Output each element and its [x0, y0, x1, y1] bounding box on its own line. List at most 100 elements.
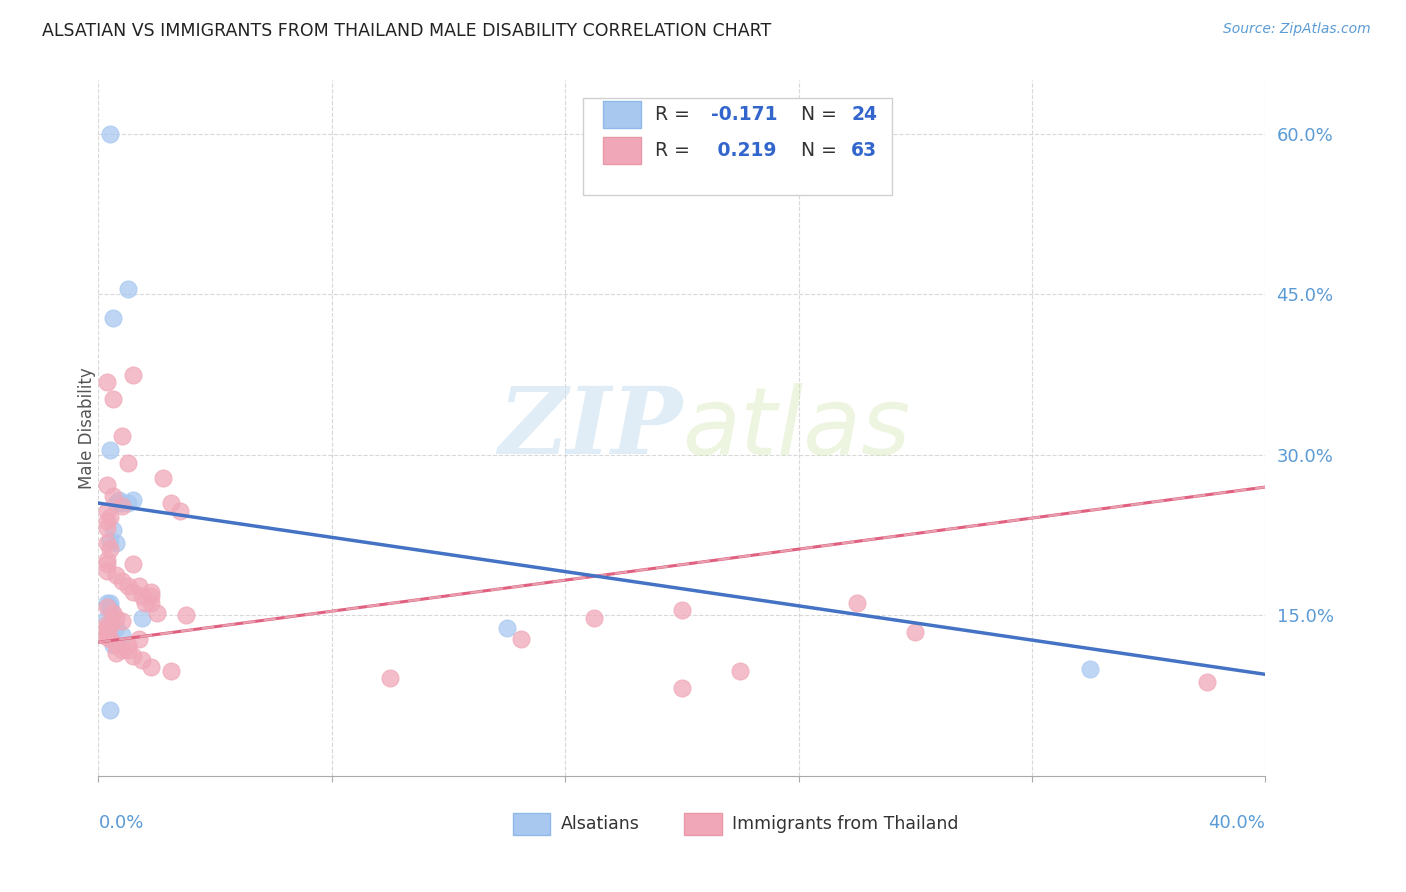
Point	[380, 671, 402, 685]
Point	[117, 639, 139, 653]
Point	[1195, 674, 1218, 689]
Text: atlas: atlas	[682, 383, 910, 474]
Point	[128, 578, 150, 592]
Point	[98, 603, 121, 617]
Text: Immigrants from Thailand: Immigrants from Thailand	[733, 815, 959, 833]
Point	[104, 621, 127, 635]
Point	[98, 533, 121, 548]
Text: R =: R =	[655, 141, 696, 160]
Text: 40.0%: 40.0%	[1209, 814, 1265, 832]
Point	[98, 127, 121, 141]
Point	[101, 607, 124, 621]
FancyBboxPatch shape	[603, 137, 641, 164]
Point	[111, 614, 134, 628]
Point	[131, 610, 153, 624]
Point	[111, 642, 134, 657]
Point	[174, 608, 197, 623]
Point	[96, 478, 118, 492]
Point	[98, 596, 121, 610]
Point	[117, 578, 139, 592]
Point	[671, 603, 693, 617]
Point	[96, 624, 118, 639]
Point	[104, 535, 127, 549]
Point	[96, 535, 118, 549]
Point	[96, 621, 118, 635]
Point	[846, 596, 869, 610]
Point	[96, 375, 118, 389]
Point	[96, 564, 118, 578]
Text: N =: N =	[789, 105, 844, 124]
FancyBboxPatch shape	[685, 813, 721, 835]
Point	[671, 681, 693, 696]
Point	[96, 630, 118, 644]
Point	[96, 557, 118, 571]
Point	[146, 607, 169, 621]
Point	[96, 596, 118, 610]
Point	[160, 664, 183, 678]
Point	[111, 496, 134, 510]
Text: 63: 63	[851, 141, 877, 160]
Point	[111, 574, 134, 589]
Text: 0.0%: 0.0%	[98, 814, 143, 832]
Point	[98, 542, 121, 557]
Text: ALSATIAN VS IMMIGRANTS FROM THAILAND MALE DISABILITY CORRELATION CHART: ALSATIAN VS IMMIGRANTS FROM THAILAND MAL…	[42, 22, 772, 40]
Point	[96, 553, 118, 567]
Point	[128, 632, 150, 646]
Text: Alsatians: Alsatians	[561, 815, 640, 833]
Point	[111, 500, 134, 514]
Point	[139, 596, 162, 610]
Point	[98, 510, 121, 524]
Point	[104, 646, 127, 660]
Point	[98, 703, 121, 717]
Text: R =: R =	[655, 105, 696, 124]
Point	[111, 628, 134, 642]
Point	[96, 610, 118, 624]
Point	[583, 610, 606, 624]
Point	[104, 639, 127, 653]
Point	[122, 368, 145, 382]
Point	[101, 310, 124, 325]
Text: Source: ZipAtlas.com: Source: ZipAtlas.com	[1223, 22, 1371, 37]
Point	[96, 514, 118, 528]
Y-axis label: Male Disability: Male Disability	[79, 368, 96, 489]
Point	[98, 442, 121, 457]
Point	[104, 496, 127, 510]
Point	[96, 628, 118, 642]
Point	[101, 639, 124, 653]
Point	[117, 496, 139, 510]
Point	[96, 599, 118, 614]
Point	[101, 489, 124, 503]
Text: -0.171: -0.171	[711, 105, 778, 124]
Point	[98, 619, 121, 633]
Point	[104, 610, 127, 624]
FancyBboxPatch shape	[582, 98, 891, 195]
Point	[122, 492, 145, 507]
Text: N =: N =	[789, 141, 844, 160]
Text: 0.219: 0.219	[711, 141, 776, 160]
Point	[134, 596, 156, 610]
Point	[108, 492, 131, 507]
Text: 24: 24	[851, 105, 877, 124]
Point	[117, 642, 139, 657]
Point	[152, 471, 174, 485]
Point	[101, 523, 124, 537]
Point	[96, 617, 118, 632]
Point	[96, 521, 118, 535]
Point	[169, 503, 191, 517]
Point	[98, 632, 121, 646]
Point	[122, 557, 145, 571]
Point	[139, 589, 162, 603]
Point	[122, 585, 145, 599]
FancyBboxPatch shape	[513, 813, 550, 835]
Point	[131, 589, 153, 603]
Point	[1080, 662, 1102, 676]
Point	[96, 503, 118, 517]
Point	[904, 624, 927, 639]
Point	[117, 457, 139, 471]
Point	[122, 649, 145, 664]
Text: ZIP: ZIP	[498, 384, 682, 473]
Point	[730, 664, 752, 678]
Point	[160, 496, 183, 510]
Point	[139, 585, 162, 599]
Point	[98, 599, 121, 614]
